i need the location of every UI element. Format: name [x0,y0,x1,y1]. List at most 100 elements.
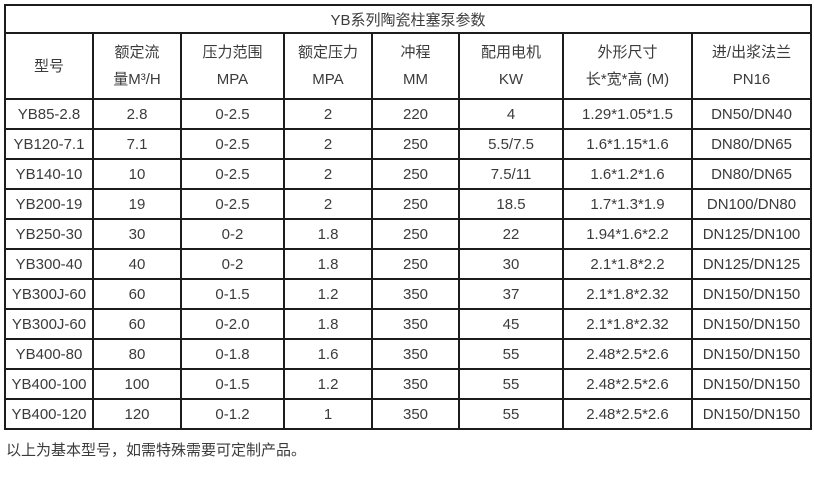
table-cell: 0-2 [180,248,285,280]
table-cell: 1.6*1.2*1.6 [562,158,693,190]
table-cell: 2 [283,128,373,160]
header-line2: MPA [216,71,249,88]
table-cell: 2.48*2.5*2.6 [562,368,693,400]
table-cell: 1.2 [283,278,373,310]
table-row: YB250-30 30 0-2 1.8 250 22 1.94*1.6*2.2 DN125/D… [4,218,813,250]
footer-note: 以上为基本型号，如需特殊需要可定制产品。 [6,442,307,459]
table-cell: 0-1.8 [180,338,285,370]
header-cell-7: 进/出浆法兰 PN16 [690,32,813,100]
table-cell: YB300-40 [4,248,94,280]
table-row: YB300J-60 60 0-1.5 1.2 350 37 2.1*1.8*2.32 DN15… [4,278,813,310]
table-cell: 350 [371,368,460,400]
table-cell: YB140-10 [4,158,94,190]
table-cell: 250 [371,128,460,160]
table-cell: YB400-120 [4,398,94,430]
table-cell: YB300J-60 [4,308,94,340]
header-line1: 型号 [33,57,64,75]
table-cell: 5.5/7.5 [458,128,564,160]
table-cell: 40 [92,248,182,280]
table-row: YB200-19 19 0-2.5 2 250 18.5 1.7*1.3*1.9 DN100/… [4,188,813,220]
header-line2: PN16 [732,71,771,88]
table-row: YB120-7.1 7.1 0-2.5 2 250 5.5/7.5 1.6*1.15*1.6… [4,128,813,160]
table-cell: 55 [458,398,564,430]
header-cell-2: 压力范围 MPA [180,32,285,100]
pump-spec-table: YB系列陶瓷柱塞泵参数 型号 额定流量M³/H 压力范围 MPA 额定压力 MPA 冲程 MM… [3,4,813,430]
table-cell: 19 [92,188,182,220]
table-cell: 2.1*1.8*2.2 [562,248,693,280]
table-cell: DN150/DN150 [690,338,813,370]
table-cell: 60 [92,308,182,340]
table-row: YB400-80 80 0-1.8 1.6 350 55 2.48*2.5*2.6 DN150… [4,338,813,370]
table-row: YB140-10 10 0-2.5 2 250 7.5/11 1.6*1.2*1.6 DN80… [4,158,813,190]
table-cell: 1.8 [283,248,373,280]
header-line1: 压力范围 [202,44,263,61]
table-cell: 0-1.2 [180,398,285,430]
table-cell: 350 [371,278,460,310]
table-cell: 10 [92,158,182,190]
table-cell: DN150/DN150 [690,278,813,310]
table-cell: 2.48*2.5*2.6 [562,338,693,370]
table-cell: 0-2 [180,218,285,250]
table-cell: 0-2.5 [180,188,285,220]
table-cell: 2.1*1.8*2.32 [562,278,693,310]
table-cell: 60 [92,278,182,310]
table-cell: 2 [283,158,373,190]
table-cell: 1 [283,398,373,430]
table-cell: 2.8 [92,98,182,130]
table-cell: 350 [371,398,460,430]
table-cell: 1.6 [283,338,373,370]
table-cell: 0-2.5 [180,158,285,190]
table-cell: DN125/DN125 [690,248,813,280]
table-body: YB85-2.8 2.8 0-2.5 2 220 4 1.29*1.05*1.5 DN50/D… [4,98,813,430]
table-cell: 2 [283,98,373,130]
table-cell: 2.1*1.8*2.32 [562,308,693,340]
table-cell: 1.8 [283,218,373,250]
table-cell: 2 [283,188,373,220]
table-cell: 22 [458,218,564,250]
header-line2: MPA [312,71,344,88]
table-cell: DN150/DN150 [690,368,813,400]
table-title: YB系列陶瓷柱塞泵参数 [3,4,813,34]
table-cell: 350 [371,308,460,340]
header-line1: 外形尺寸 [597,44,658,61]
header-line1: 额定流 [114,44,160,61]
table-cell: 55 [458,368,564,400]
table-cell: YB250-30 [4,218,94,250]
header-line2: MM [403,71,428,88]
table-header-row: 型号 额定流量M³/H 压力范围 MPA 额定压力 MPA 冲程 MM 配用电机 KW 外形尺寸长*… [4,32,813,100]
table-cell: 1.29*1.05*1.5 [562,98,693,130]
table-cell: DN150/DN150 [690,398,813,430]
table-cell: 37 [458,278,564,310]
table-cell: 2.48*2.5*2.6 [562,398,693,430]
table-cell: 0-2.0 [180,308,285,340]
table-row: YB85-2.8 2.8 0-2.5 2 220 4 1.29*1.05*1.5 DN50/D… [4,98,813,130]
table-cell: YB400-80 [4,338,94,370]
table-row: YB300J-60 60 0-2.0 1.8 350 45 2.1*1.8*2.32 DN15… [4,308,813,340]
table-cell: YB120-7.1 [4,128,94,160]
table-cell: 120 [92,398,182,430]
table-cell: 7.1 [92,128,182,160]
header-cell-6: 外形尺寸长*宽*高 (M) [562,32,693,100]
table-cell: 55 [458,338,564,370]
table-cell: 0-1.5 [180,278,285,310]
table-cell: YB300J-60 [4,278,94,310]
table-cell: 1.2 [283,368,373,400]
header-line2: KW [498,71,524,88]
header-cell-5: 配用电机 KW [458,32,564,100]
table-cell: DN100/DN80 [690,188,813,220]
table-cell: 0-2.5 [180,98,285,130]
table-cell: YB400-100 [4,368,94,400]
table-cell: DN80/DN65 [690,158,813,190]
header-line1: 额定压力 [297,44,358,61]
header-cell-1: 额定流量M³/H [92,32,182,100]
header-line2: 量M³/H [113,71,161,88]
table-cell: DN50/DN40 [690,98,813,130]
table-cell: 30 [92,218,182,250]
header-cell-3: 额定压力 MPA [283,32,373,100]
header-line1: 配用电机 [480,44,541,61]
table-row: YB300-40 40 0-2 1.8 250 30 2.1*1.8*2.2 DN125/DN… [4,248,813,280]
table-cell: 1.8 [283,308,373,340]
header-line2: 长*宽*高 (M) [585,71,670,88]
header-line1: 冲程 [400,44,431,61]
